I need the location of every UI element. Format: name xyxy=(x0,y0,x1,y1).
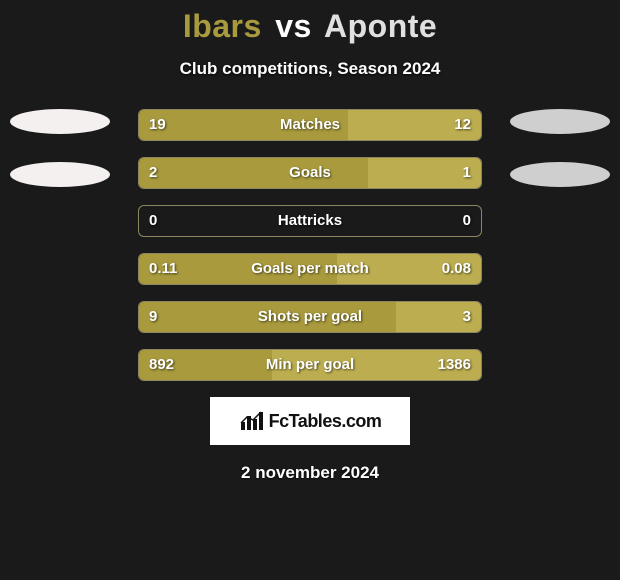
stat-value-left: 0 xyxy=(149,206,157,236)
stat-row-goals: 2 Goals 1 xyxy=(138,157,482,189)
stat-value-right: 3 xyxy=(463,302,471,332)
stat-value-right: 12 xyxy=(454,110,471,140)
stat-value-right: 1386 xyxy=(438,350,471,380)
player2-avatar-2 xyxy=(510,162,610,187)
player2-avatar-1 xyxy=(510,109,610,134)
stat-value-left: 2 xyxy=(149,158,157,188)
player1-avatar-2 xyxy=(10,162,110,187)
logo-text: FcTables.com xyxy=(269,411,382,432)
stat-value-right: 1 xyxy=(463,158,471,188)
stat-row-shots-per-goal: 9 Shots per goal 3 xyxy=(138,301,482,333)
date-line: 2 november 2024 xyxy=(0,463,620,483)
player2-avatar-column xyxy=(500,109,620,215)
subtitle: Club competitions, Season 2024 xyxy=(0,59,620,79)
stat-row-min-per-goal: 892 Min per goal 1386 xyxy=(138,349,482,381)
stat-value-left: 9 xyxy=(149,302,157,332)
stat-row-hattricks: 0 Hattricks 0 xyxy=(138,205,482,237)
stat-value-right: 0 xyxy=(463,206,471,236)
vs-text: vs xyxy=(275,8,312,44)
bar-chart-icon xyxy=(239,410,265,432)
stat-value-left: 892 xyxy=(149,350,174,380)
page-title: Ibars vs Aponte xyxy=(0,0,620,45)
logo-box: FcTables.com xyxy=(210,397,410,445)
stat-value-left: 0.11 xyxy=(149,254,177,284)
player2-name: Aponte xyxy=(324,8,437,44)
stat-row-goals-per-match: 0.11 Goals per match 0.08 xyxy=(138,253,482,285)
stat-row-matches: 19 Matches 12 xyxy=(138,109,482,141)
infographic-container: Ibars vs Aponte Club competitions, Seaso… xyxy=(0,0,620,580)
player1-avatar-column xyxy=(0,109,120,215)
player1-name: Ibars xyxy=(183,8,262,44)
stat-value-left: 19 xyxy=(149,110,166,140)
stat-value-right: 0.08 xyxy=(442,254,471,284)
stat-bar-left xyxy=(139,158,368,188)
comparison-body: 19 Matches 12 2 Goals 1 0 Hattricks 0 xyxy=(0,109,620,483)
stat-bar-left xyxy=(139,302,396,332)
player1-avatar-1 xyxy=(10,109,110,134)
stats-list: 19 Matches 12 2 Goals 1 0 Hattricks 0 xyxy=(138,109,482,381)
stat-label: Hattricks xyxy=(139,206,481,236)
stat-bar-left xyxy=(139,110,348,140)
